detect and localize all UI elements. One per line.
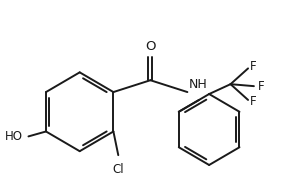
Text: HO: HO [5,130,23,143]
Text: F: F [258,80,265,93]
Text: NH: NH [188,78,207,91]
Text: O: O [145,40,156,53]
Text: F: F [250,60,257,73]
Text: F: F [250,95,257,108]
Text: Cl: Cl [112,163,124,176]
